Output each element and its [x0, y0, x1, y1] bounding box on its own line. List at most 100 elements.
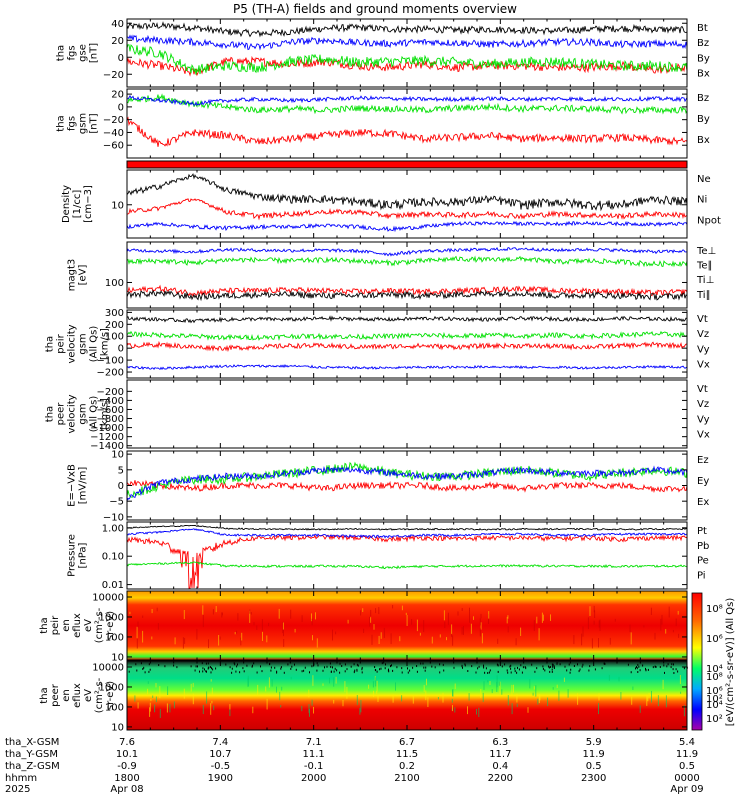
- noise-speck: [253, 662, 255, 665]
- noise-speck: [675, 668, 677, 671]
- noise-speck: [361, 668, 363, 671]
- noise-speck: [344, 663, 346, 666]
- spectrogram-streak: [478, 707, 480, 717]
- spectrogram-streak: [151, 609, 153, 614]
- noise-speck: [409, 669, 411, 672]
- noise-speck: [552, 665, 554, 668]
- noise-speck: [324, 666, 325, 669]
- spectrogram-streak: [218, 635, 220, 646]
- spectrogram-streak: [516, 703, 518, 707]
- spectrogram-streak: [221, 612, 223, 618]
- noise-speck: [667, 663, 669, 666]
- spectrogram-streak: [240, 637, 242, 646]
- spectrogram-streak: [488, 613, 489, 624]
- noise-speck: [287, 663, 289, 666]
- noise-speck: [344, 670, 346, 673]
- ytick-label: 0.10: [102, 552, 124, 563]
- series-line-Ne: [126, 198, 688, 221]
- noise-speck: [357, 664, 359, 667]
- spectrogram-streak: [301, 615, 303, 622]
- xaxis-value: 1900: [208, 773, 233, 784]
- spectrogram-streak: [250, 612, 252, 615]
- spectrogram-streak: [257, 684, 259, 696]
- spectrogram-streak: [480, 689, 482, 698]
- spectrogram-streak: [211, 700, 213, 704]
- noise-speck: [380, 667, 382, 670]
- spectrogram-streak: [157, 623, 159, 630]
- noise-speck: [401, 671, 403, 674]
- panel-vel_gsm: [126, 309, 688, 379]
- noise-speck: [485, 667, 487, 670]
- spectrogram-streak: [665, 695, 667, 708]
- colorbar-label: [eV/(cm²-s-sr-eV)] (All Qs): [725, 598, 736, 727]
- noise-speck: [431, 665, 433, 668]
- xaxis-value: 6.7: [399, 737, 415, 748]
- spectrogram-streak: [392, 605, 394, 609]
- spectrogram-streak: [461, 627, 463, 635]
- xaxis-value: 2200: [488, 773, 513, 784]
- noise-speck: [374, 666, 376, 668]
- noise-speck: [210, 671, 212, 674]
- spectrogram-streak: [457, 611, 459, 616]
- noise-speck: [209, 666, 211, 668]
- noise-speck: [439, 671, 441, 674]
- ylabel-line: Pressure: [67, 534, 78, 577]
- ytick-label: 10: [111, 450, 124, 461]
- noise-speck: [425, 666, 427, 669]
- noise-speck: [636, 667, 638, 670]
- noise-speck: [573, 665, 575, 667]
- spectrogram-streak: [362, 608, 364, 612]
- panel-density: [126, 169, 688, 239]
- spectrogram-streak: [208, 639, 209, 649]
- spectrogram-streak: [210, 679, 212, 682]
- noise-speck: [280, 667, 282, 670]
- spectrogram-streak: [541, 612, 543, 623]
- legend-Ex: Ex: [697, 497, 709, 508]
- spectrogram-streak: [136, 638, 138, 649]
- noise-speck: [243, 670, 245, 673]
- xaxis-row-label: hhmm: [5, 773, 37, 784]
- series-line-Pb: [126, 533, 688, 589]
- noise-speck: [506, 669, 508, 672]
- spectrogram-streak: [356, 695, 358, 705]
- spectrogram-streak: [377, 695, 379, 702]
- legend-Bx: Bx: [697, 68, 710, 79]
- noise-speck: [195, 665, 197, 668]
- spectrogram-streak: [678, 633, 680, 638]
- spectrogram-streak: [487, 680, 489, 683]
- spectrogram-streak: [229, 709, 231, 717]
- spectrogram-streak: [152, 695, 154, 699]
- ytick-label: 1000: [99, 612, 124, 623]
- noise-speck: [551, 663, 553, 666]
- noise-speck: [341, 665, 343, 667]
- spectrogram-streak: [629, 624, 631, 633]
- ytick-label: 10000: [92, 663, 124, 674]
- spectrogram-streak: [392, 694, 394, 703]
- legend-Ne: Ne: [697, 174, 711, 185]
- spectrogram-streak: [646, 694, 648, 706]
- xaxis-row-label: tha_X-GSM: [5, 737, 59, 748]
- noise-speck: [280, 666, 282, 669]
- noise-speck: [670, 666, 672, 669]
- spectrogram-streak: [463, 625, 464, 635]
- spectrogram-streak: [632, 686, 634, 690]
- noise-speck: [149, 668, 151, 671]
- ylabel-line: (All Qs): [89, 396, 100, 433]
- xaxis-value: 11.1: [303, 749, 325, 760]
- series-line-Bt: [126, 21, 688, 38]
- spectrogram-streak: [473, 616, 474, 620]
- spectrogram-streak: [533, 686, 535, 690]
- spectrogram-streak: [192, 682, 194, 688]
- spectrogram-streak: [151, 636, 153, 640]
- spectrogram-streak: [206, 691, 208, 704]
- ylabel-line: fgs: [67, 116, 78, 131]
- spectrogram-streak: [184, 637, 186, 644]
- spectrogram-streak: [550, 614, 551, 621]
- spectrogram-streak: [497, 638, 499, 644]
- noise-speck: [176, 666, 178, 669]
- spectrogram-streak: [373, 624, 375, 630]
- noise-speck: [551, 670, 553, 673]
- noise-speck: [194, 669, 196, 672]
- spectrogram-streak: [134, 695, 136, 702]
- noise-speck: [416, 670, 418, 673]
